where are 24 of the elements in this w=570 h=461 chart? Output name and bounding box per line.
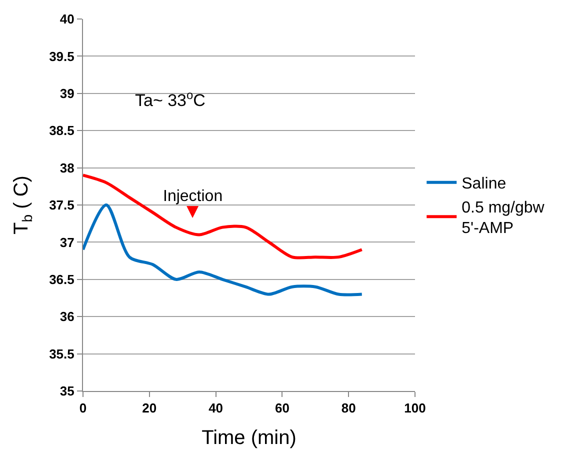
x-tick-label: 40 — [208, 400, 224, 416]
line-series — [83, 174, 364, 260]
y-tick-label: 37 — [60, 234, 74, 250]
x-tick-label: 60 — [274, 400, 290, 416]
annotation: Injection — [163, 188, 223, 205]
y-tick-label: 38.5 — [49, 123, 74, 138]
y-tick-label: 39.5 — [49, 48, 74, 64]
y-tick-label: 36.5 — [49, 272, 74, 287]
legend-label: 0.5 mg/gbw 5'-AMP — [462, 199, 545, 238]
y-tick-label: 39 — [60, 86, 74, 101]
legend-label: Saline — [462, 176, 506, 193]
y-tick-label: 35.5 — [49, 346, 74, 362]
y-tick-label: 36 — [60, 309, 74, 324]
y-tick-label: 35 — [60, 384, 74, 399]
annotation: Ta~ 33$^{o}$C — [135, 88, 206, 110]
line-series — [83, 204, 364, 296]
y-tick-label: 37.5 — [49, 198, 74, 213]
y-tick-label: 38 — [60, 160, 74, 176]
x-tick-label: 80 — [341, 400, 356, 416]
x-axis-title: Time (min) — [202, 427, 296, 450]
x-tick-label: 0 — [79, 400, 87, 416]
x-tick-label: 100 — [404, 400, 426, 416]
x-tick-label: 20 — [142, 400, 157, 416]
y-tick-label: 40 — [60, 12, 74, 27]
